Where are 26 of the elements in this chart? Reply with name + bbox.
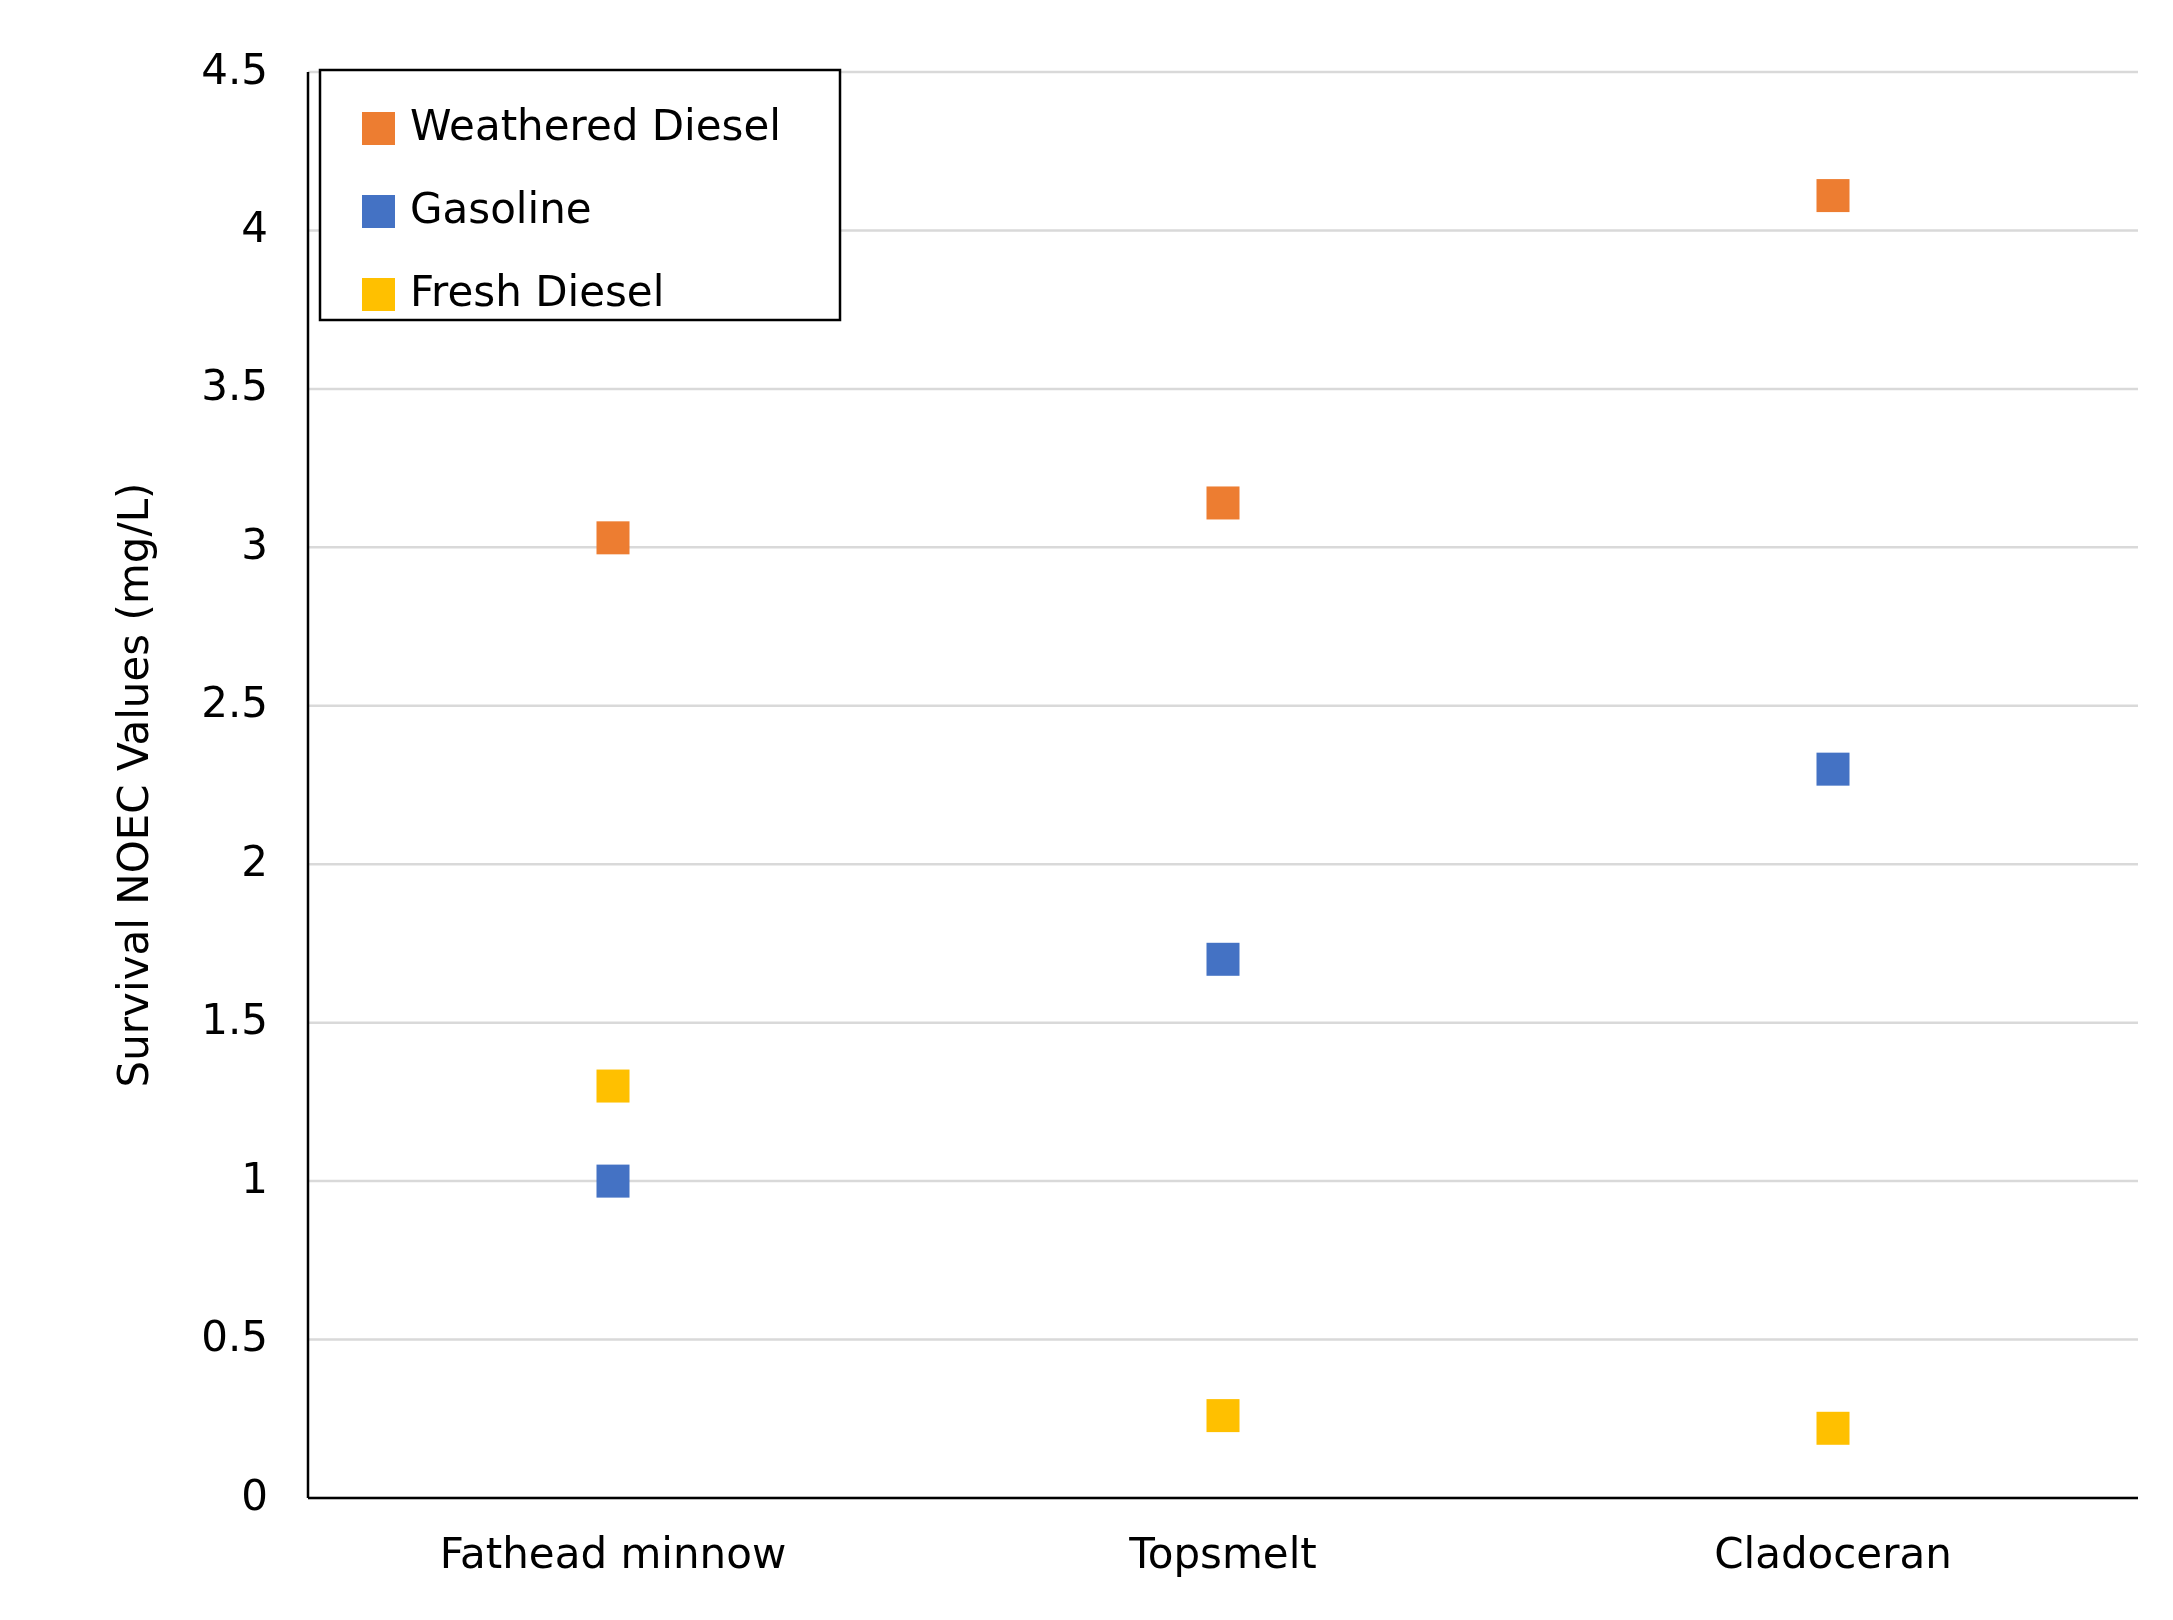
legend-label: Gasoline bbox=[410, 184, 592, 233]
point bbox=[596, 1164, 630, 1198]
legend-label: Weathered Diesel bbox=[410, 101, 782, 150]
point bbox=[1816, 179, 1850, 213]
legend-label: Fresh Diesel bbox=[410, 267, 665, 316]
point bbox=[596, 1069, 630, 1103]
y-tick-label: 2 bbox=[241, 836, 268, 886]
point bbox=[1816, 1411, 1850, 1445]
x-tick-label: Topsmelt bbox=[1128, 1529, 1317, 1578]
x-tick-label: Fathead minnow bbox=[439, 1529, 787, 1578]
y-axis-title: Survival NOEC Values (mg/L) bbox=[109, 482, 158, 1088]
y-tick-label: 3 bbox=[241, 519, 268, 569]
y-tick-label: 3.5 bbox=[201, 361, 268, 411]
y-tick-label: 0 bbox=[241, 1470, 268, 1520]
point bbox=[1816, 752, 1850, 786]
y-tick-label: 1 bbox=[241, 1153, 268, 1203]
x-tick-label: Cladoceran bbox=[1714, 1529, 1952, 1578]
point bbox=[1206, 486, 1240, 520]
y-tick-label: 2.5 bbox=[201, 678, 268, 728]
y-tick-label: 0.5 bbox=[201, 1312, 268, 1362]
point bbox=[1206, 1399, 1240, 1433]
y-tick-label: 4.5 bbox=[201, 44, 268, 94]
y-tick-label: 4 bbox=[241, 202, 268, 252]
point bbox=[1206, 942, 1240, 976]
y-tick-label: 1.5 bbox=[201, 995, 268, 1045]
point bbox=[596, 521, 630, 555]
